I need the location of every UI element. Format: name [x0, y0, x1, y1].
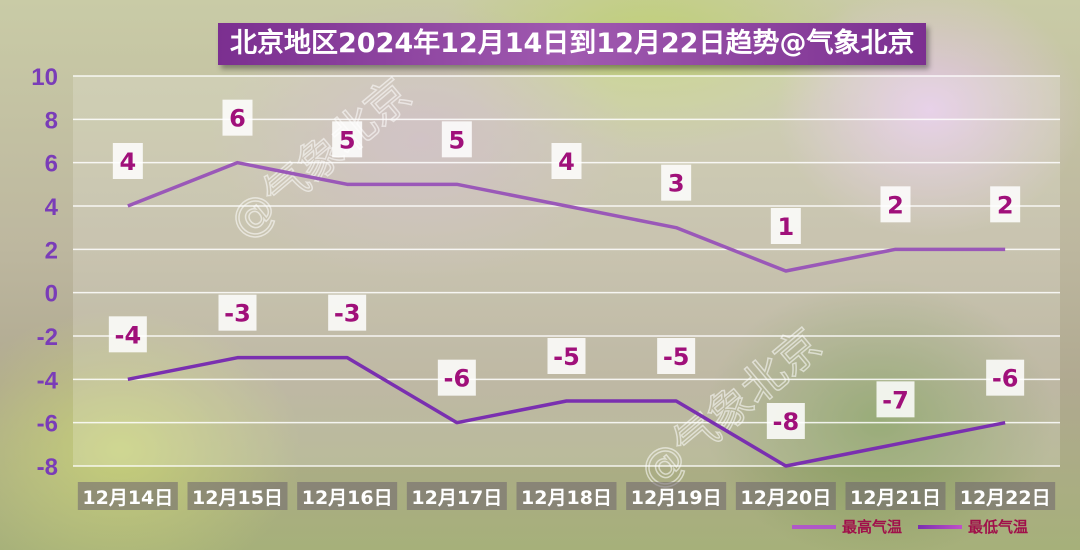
- data-label-box: [437, 359, 476, 396]
- x-tick-box: [77, 482, 178, 510]
- data-label-box: [770, 208, 801, 244]
- data-label-box: [657, 338, 696, 374]
- y-tick-label: 10: [31, 64, 58, 91]
- data-label-box: [551, 143, 582, 179]
- data-label-box: [222, 99, 253, 136]
- x-tick-box: [955, 482, 1056, 510]
- data-label-box: [766, 403, 805, 439]
- y-tick-label: 0: [45, 281, 58, 308]
- series-line-high: [127, 160, 1006, 273]
- x-tick-label: 12月17日: [411, 487, 502, 509]
- x-tick-box: [845, 482, 946, 510]
- x-tick-box: [297, 482, 398, 510]
- x-tick-box: [516, 482, 617, 510]
- data-label: -6: [992, 365, 1019, 393]
- data-label-box: [328, 294, 367, 331]
- data-label: 5: [339, 126, 356, 154]
- data-label-box: [108, 316, 147, 353]
- data-label: -4: [114, 321, 141, 349]
- legend-label-high: 最高气温: [842, 518, 903, 536]
- data-label-box: [218, 294, 257, 331]
- legend-item-high: 最高气温: [792, 516, 902, 537]
- x-tick-box: [187, 482, 288, 510]
- data-label: 1: [777, 213, 794, 241]
- legend-swatch-high: [792, 524, 836, 529]
- legend-swatch-low: [918, 524, 962, 529]
- data-label: -6: [443, 365, 470, 393]
- x-tick-label: 12月22日: [960, 487, 1051, 509]
- data-label: 4: [558, 148, 575, 176]
- legend-item-low: 最低气温: [918, 516, 1028, 537]
- data-label: -7: [882, 386, 909, 414]
- data-label-box: [986, 359, 1025, 396]
- x-tick-label: 12月18日: [521, 487, 612, 509]
- data-label-box: [112, 143, 143, 179]
- data-label: 5: [448, 126, 465, 154]
- x-tick-label: 12月15日: [192, 487, 283, 509]
- data-label: 4: [119, 148, 136, 176]
- x-tick-label: 12月16日: [302, 487, 393, 509]
- data-label: 3: [668, 170, 685, 198]
- y-tick-label: 4: [45, 194, 59, 221]
- legend-label-low: 最低气温: [968, 518, 1029, 536]
- y-tick-label: 6: [45, 151, 58, 178]
- data-label-box: [332, 121, 363, 158]
- data-label-box: [876, 381, 915, 418]
- data-label: -3: [224, 300, 251, 328]
- y-tick-label: -6: [37, 411, 58, 438]
- x-tick-box: [626, 482, 727, 510]
- data-label-box: [441, 121, 472, 158]
- series-line-low: [127, 355, 1006, 468]
- data-label-box: [880, 186, 911, 223]
- y-tick-label: -2: [37, 324, 58, 351]
- data-label-box: [547, 338, 586, 374]
- data-label-box: [990, 186, 1021, 223]
- x-tick-box: [735, 482, 836, 510]
- x-tick-label: 12月21日: [850, 487, 941, 509]
- y-tick-label: -4: [37, 367, 59, 394]
- chart-title: 北京地区2024年12月14日到12月22日趋势@气象北京: [218, 23, 927, 65]
- data-label: -8: [772, 408, 799, 436]
- y-tick-label: -8: [37, 454, 58, 481]
- y-tick-label: 8: [45, 107, 58, 134]
- data-label: -5: [553, 343, 580, 371]
- x-tick-label: 12月19日: [631, 487, 722, 509]
- x-tick-label: 12月14日: [82, 487, 173, 509]
- data-label-box: [661, 164, 692, 201]
- x-tick-label: 12月20日: [740, 487, 831, 509]
- data-label: 2: [887, 191, 904, 219]
- data-label: 2: [997, 191, 1014, 219]
- data-label: -3: [334, 300, 361, 328]
- x-tick-box: [406, 482, 507, 510]
- data-label: 6: [229, 105, 246, 133]
- data-label: -5: [663, 343, 690, 371]
- y-tick-label: 2: [45, 237, 58, 264]
